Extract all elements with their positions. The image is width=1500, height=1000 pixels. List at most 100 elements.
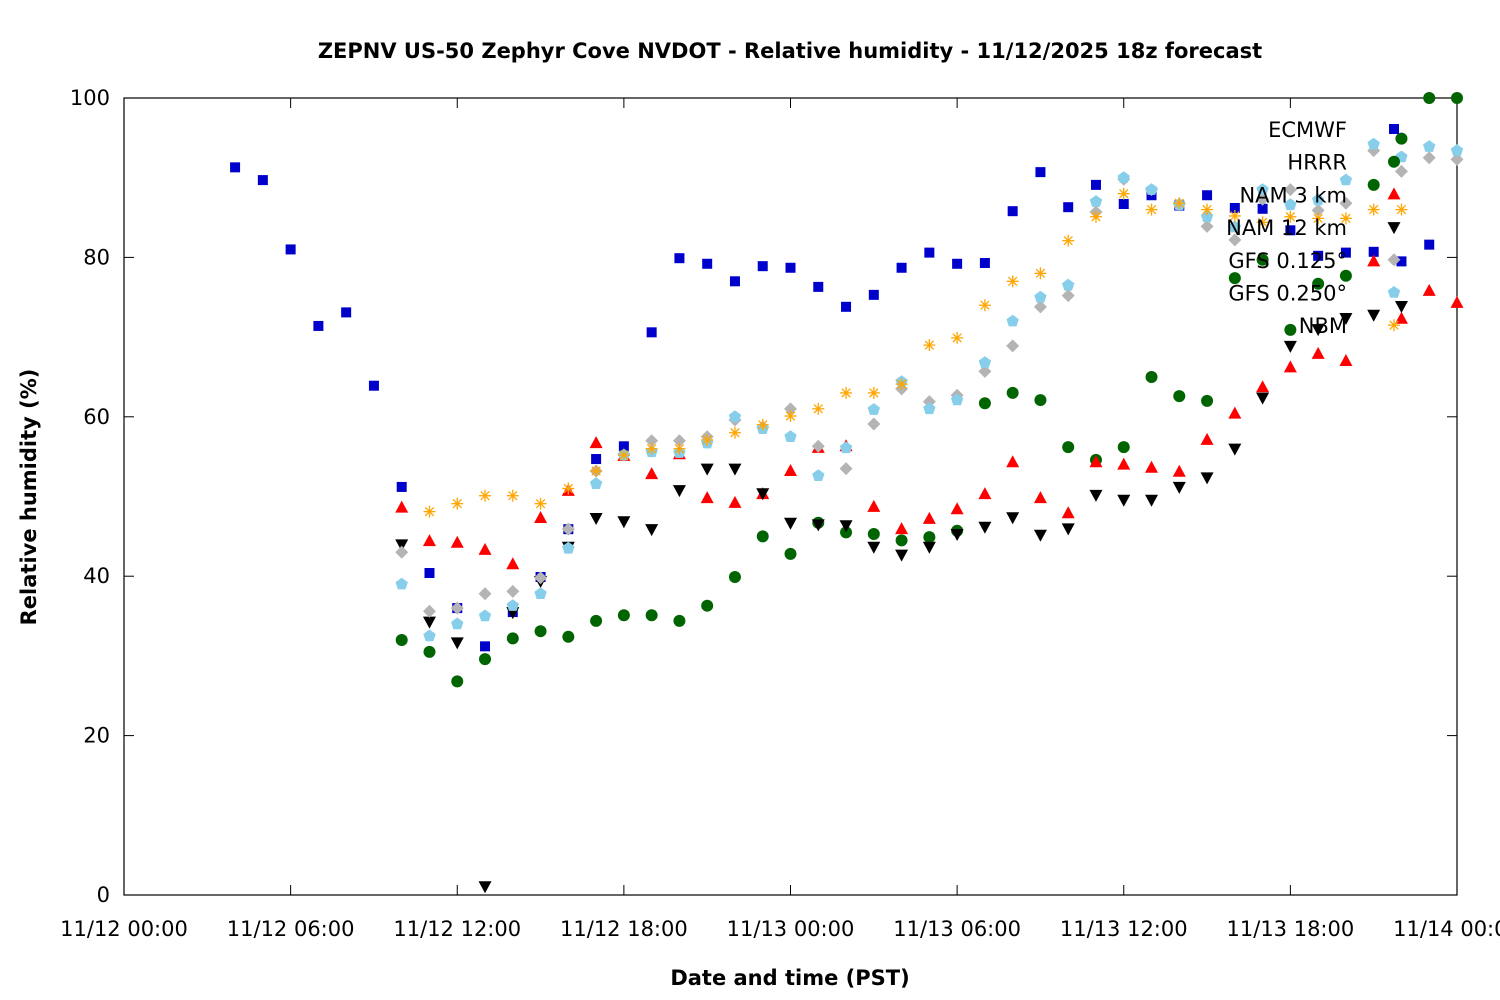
data-point: [1200, 219, 1214, 233]
data-point: [1283, 340, 1297, 353]
data-point: [1396, 256, 1407, 267]
data-point: [978, 299, 991, 312]
data-point: [784, 410, 797, 423]
data-point: [450, 535, 464, 548]
data-point: [1367, 309, 1381, 322]
data-point: [839, 462, 853, 476]
data-point: [506, 584, 520, 598]
data-point: [950, 528, 964, 541]
data-point: [951, 331, 964, 344]
data-point: [1450, 152, 1464, 166]
data-point: [672, 434, 686, 448]
data-point: [1313, 250, 1324, 261]
data-point: [673, 614, 686, 627]
data-point: [1172, 464, 1186, 477]
data-point: [1394, 164, 1408, 178]
y-tick-label: 40: [83, 564, 110, 588]
data-point: [1395, 203, 1408, 216]
data-point: [1367, 137, 1380, 150]
data-point: [1061, 506, 1075, 519]
data-point: [923, 531, 936, 544]
data-point: [646, 327, 657, 338]
data-point: [1424, 239, 1435, 250]
legend-label: NAM 12 km: [1226, 216, 1347, 240]
data-point: [645, 524, 659, 537]
data-point: [868, 289, 879, 300]
data-point: [562, 482, 575, 495]
x-axis-label: Date and time (PST): [670, 966, 909, 990]
y-tick-label: 20: [83, 724, 110, 748]
data-point: [673, 442, 686, 455]
data-point: [1201, 394, 1214, 407]
data-point: [1422, 283, 1436, 296]
data-point: [811, 519, 825, 532]
data-point: [979, 257, 990, 268]
data-point: [506, 489, 519, 502]
data-point: [1034, 290, 1047, 303]
data-point: [978, 487, 992, 500]
data-point: [784, 517, 797, 530]
data-point: [756, 418, 769, 431]
data-point: [1202, 190, 1213, 201]
data-point: [1228, 233, 1242, 247]
data-point: [867, 386, 880, 399]
legend-label: GFS 0.250°: [1228, 282, 1347, 306]
data-point: [867, 541, 881, 554]
data-point: [840, 386, 853, 399]
data-point: [728, 426, 741, 439]
data-point: [1284, 210, 1297, 223]
data-point: [1228, 443, 1242, 456]
data-point: [451, 617, 464, 630]
data-point: [700, 463, 714, 476]
legend-label: NAM 3 km: [1239, 183, 1347, 207]
data-point: [1061, 289, 1075, 303]
legend-marker: [1388, 155, 1400, 168]
data-point: [895, 534, 908, 547]
data-point: [506, 557, 520, 570]
data-point: [785, 262, 796, 273]
data-point: [534, 571, 548, 585]
data-point: [1145, 183, 1158, 195]
legend-label: ECMWF: [1268, 118, 1347, 142]
y-axis-label: Relative humidity (%): [17, 369, 41, 626]
data-point: [617, 516, 631, 529]
data-point: [978, 364, 992, 378]
data-point: [1201, 203, 1214, 216]
data-point: [1200, 472, 1214, 485]
data-point: [1033, 529, 1047, 542]
data-point: [867, 417, 881, 431]
y-tick-label: 100: [70, 86, 110, 110]
data-point: [895, 522, 909, 535]
data-point: [728, 463, 742, 476]
data-point: [757, 261, 768, 272]
data-point: [867, 527, 880, 540]
legend-marker: [1387, 286, 1401, 298]
data-point: [395, 577, 408, 590]
x-tick-label: 11/13 00:00: [727, 917, 855, 941]
legend-marker: [1388, 319, 1400, 332]
data-point: [701, 599, 714, 612]
data-point: [756, 488, 770, 501]
data-point: [589, 436, 603, 449]
legend-label: GFS 0.125°: [1228, 249, 1347, 273]
legend-label: NBM: [1299, 314, 1347, 338]
data-point: [478, 609, 492, 622]
data-point: [1089, 489, 1103, 502]
data-point: [1145, 494, 1159, 507]
data-point: [395, 539, 409, 552]
data-point: [1451, 92, 1463, 104]
y-tick-label: 60: [83, 405, 110, 429]
series-nbm: [423, 187, 1408, 518]
data-point: [1117, 441, 1130, 454]
data-point: [645, 467, 659, 480]
legend-label: HRRR: [1287, 151, 1347, 175]
data-point: [591, 454, 602, 465]
data-point: [839, 520, 853, 533]
data-point: [478, 587, 492, 601]
data-point: [923, 402, 936, 415]
series-gfs-0-250-: [395, 137, 1464, 642]
legend-marker: [1389, 124, 1399, 134]
legend-marker: [1387, 253, 1401, 267]
data-point: [728, 570, 741, 583]
data-point: [978, 356, 992, 368]
